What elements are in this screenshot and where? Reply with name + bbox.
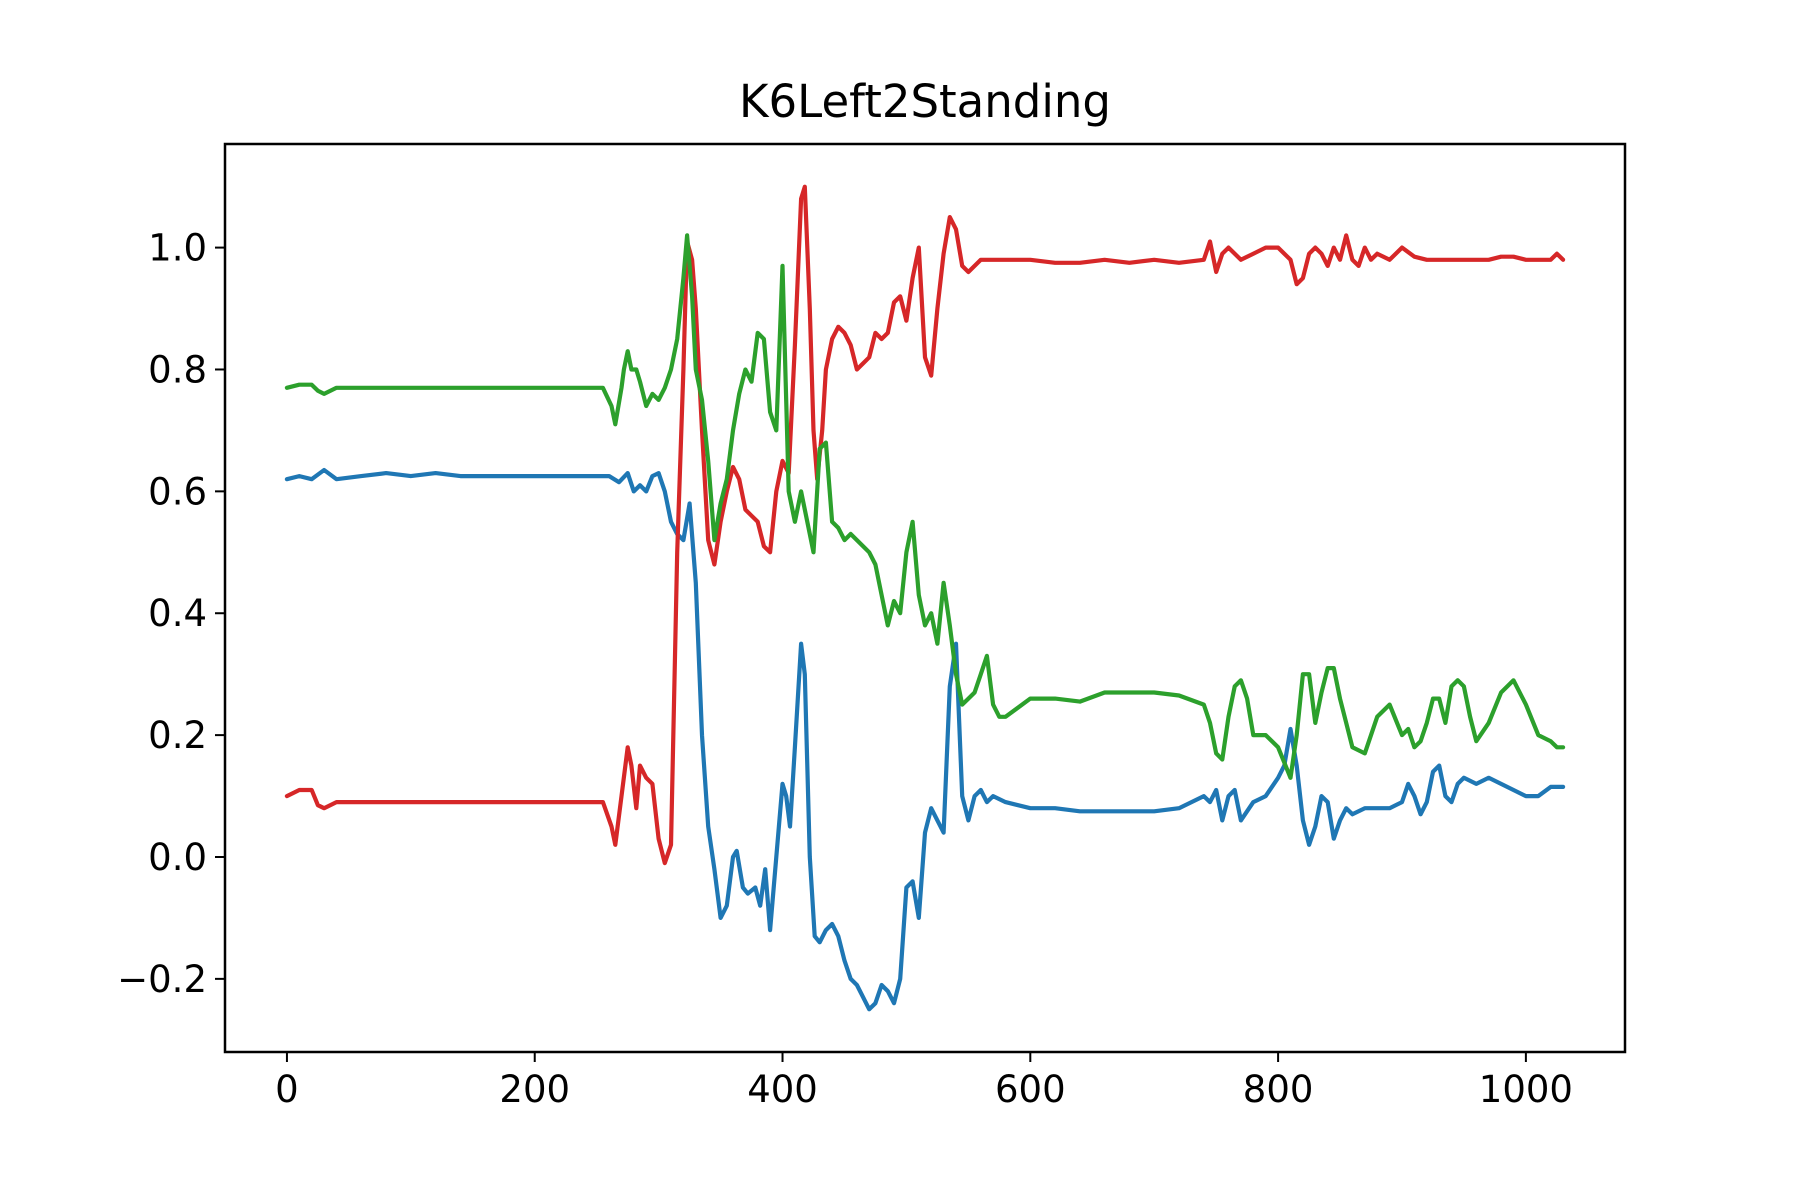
y-tick-label: 0.8 bbox=[148, 348, 207, 391]
y-axis: −0.2 0.0 0.2 0.4 0.6 0.8 1.0 bbox=[117, 227, 225, 1001]
series-line-3 bbox=[284, 233, 1566, 780]
y-tick-label: 0.0 bbox=[148, 836, 207, 879]
series-line-2 bbox=[284, 184, 1566, 866]
x-tick-label: 1000 bbox=[1479, 1068, 1573, 1111]
series-layer bbox=[284, 184, 1566, 1012]
y-tick-label: 0.6 bbox=[148, 470, 207, 513]
y-tick-label: −0.2 bbox=[117, 958, 207, 1001]
x-tick-label: 0 bbox=[275, 1068, 299, 1111]
x-tick-label: 400 bbox=[747, 1068, 818, 1111]
chart-title: K6Left2Standing bbox=[739, 75, 1111, 128]
x-tick-label: 800 bbox=[1243, 1068, 1314, 1111]
y-tick-label: 1.0 bbox=[148, 227, 207, 270]
x-tick-label: 600 bbox=[995, 1068, 1066, 1111]
y-tick-label: 0.2 bbox=[148, 714, 207, 757]
series-line-1 bbox=[284, 467, 1566, 1012]
x-axis: 0 200 400 600 800 1000 bbox=[275, 1052, 1573, 1111]
y-tick-label: 0.4 bbox=[148, 592, 207, 635]
x-tick-label: 200 bbox=[499, 1068, 570, 1111]
plot-area-frame bbox=[223, 142, 1627, 1054]
